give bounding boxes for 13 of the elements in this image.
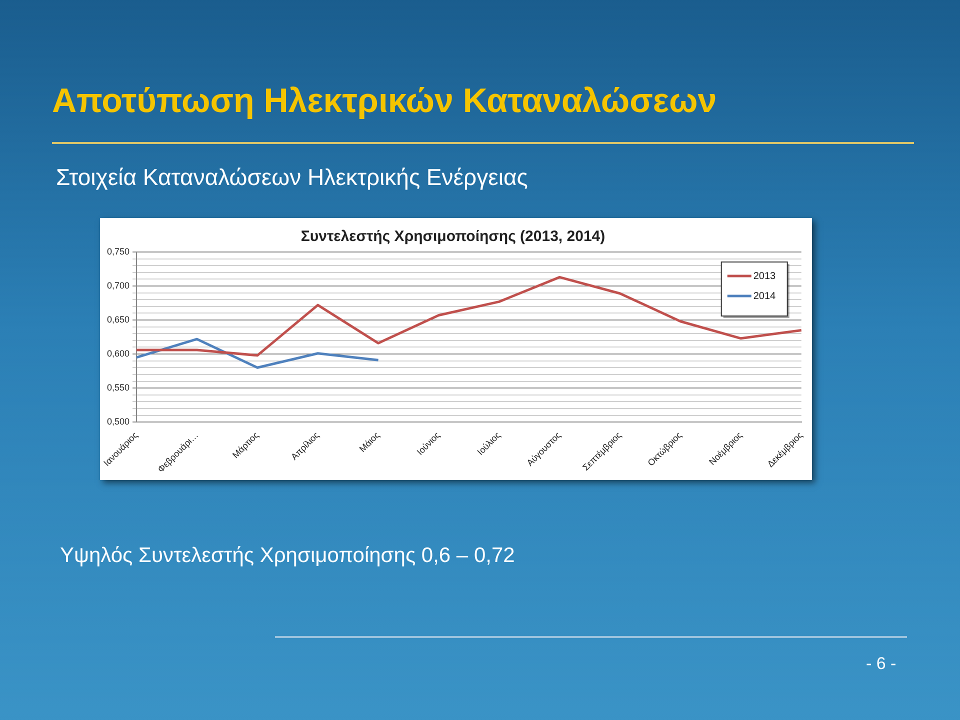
y-tick-label: 0,650 [106, 314, 130, 325]
y-tick-label: 0,700 [106, 280, 130, 290]
y-tick-label: 0,600 [106, 348, 130, 359]
text: Στοιχεία Καταναλώσεων Ηλεκτρικής Ενέργειας [56, 164, 528, 191]
y-tick-label: 0,550 [106, 382, 130, 393]
y-tick-label: 0,500 [106, 416, 130, 427]
legend-label: 2014 [753, 290, 776, 302]
chart-title: Συντελεστής Χρησιμοποίησης (2013, 2014) [300, 228, 606, 246]
text: Υψηλός Συντελεστής Χρησιμοποίησης 0,6 – 0,72 [60, 544, 515, 568]
y-tick-label: 0,750 [106, 246, 130, 256]
text: - 6 - [866, 654, 896, 674]
text: Αποτύπωση Ηλεκτρικών Καταναλώσεων [52, 82, 717, 121]
legend-label: 2013 [753, 270, 776, 282]
